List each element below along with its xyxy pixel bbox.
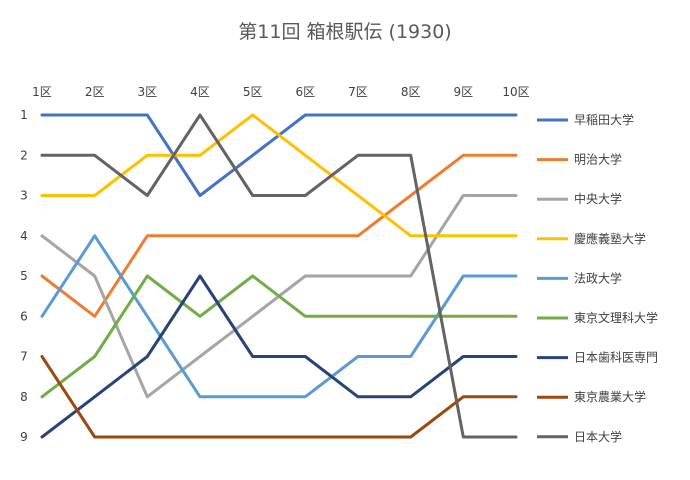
series-line (40, 113, 518, 439)
legend-label: 東京農業大学 (574, 389, 646, 404)
y-tick-label: 9 (20, 430, 28, 444)
y-tick-label: 4 (20, 229, 28, 243)
y-tick-label: 1 (20, 108, 28, 122)
y-axis-ticks: 1 2 3 4 5 6 7 8 9 (20, 108, 28, 444)
legend-label: 中央大学 (574, 191, 622, 206)
x-axis-ticks: 1区 2区 3区 4区 5区 6区 7区 8区 9区 10区 (32, 85, 529, 99)
y-tick-label: 5 (20, 269, 28, 283)
x-tick-label: 2区 (85, 85, 105, 99)
y-tick-label: 6 (20, 309, 28, 323)
x-tick-label: 6区 (296, 85, 316, 99)
legend-label: 明治大学 (574, 152, 622, 167)
series-lines (40, 113, 518, 439)
y-tick-label: 2 (20, 148, 28, 162)
y-tick-label: 3 (20, 189, 28, 203)
chart-title: 第11回 箱根駅伝 (1930) (238, 21, 451, 43)
series-line (40, 113, 518, 197)
x-tick-label: 1区 (32, 85, 52, 99)
x-tick-label: 7区 (348, 85, 368, 99)
x-tick-label: 3区 (138, 85, 158, 99)
y-tick-label: 8 (20, 390, 28, 404)
x-tick-label: 4区 (190, 85, 210, 99)
legend-label: 日本歯科医専門 (574, 351, 658, 365)
legend-label: 早稲田大学 (574, 112, 634, 127)
y-tick-label: 7 (20, 350, 28, 364)
series-line (40, 274, 518, 399)
legend-label: 法政大学 (574, 270, 622, 285)
legend-label: 日本大学 (574, 429, 622, 444)
x-tick-label: 5区 (243, 85, 263, 99)
x-tick-label: 9区 (454, 85, 474, 99)
x-tick-label: 10区 (502, 85, 529, 99)
x-tick-label: 8区 (401, 85, 421, 99)
series-line (40, 113, 518, 238)
series-line (40, 355, 518, 439)
legend-label: 東京文理科大学 (574, 310, 658, 325)
legend: 早稲田大学明治大学中央大学慶應義塾大学法政大学東京文理科大学日本歯科医専門東京農… (537, 112, 658, 444)
series-line (40, 274, 518, 439)
legend-label: 慶應義塾大学 (574, 231, 646, 246)
